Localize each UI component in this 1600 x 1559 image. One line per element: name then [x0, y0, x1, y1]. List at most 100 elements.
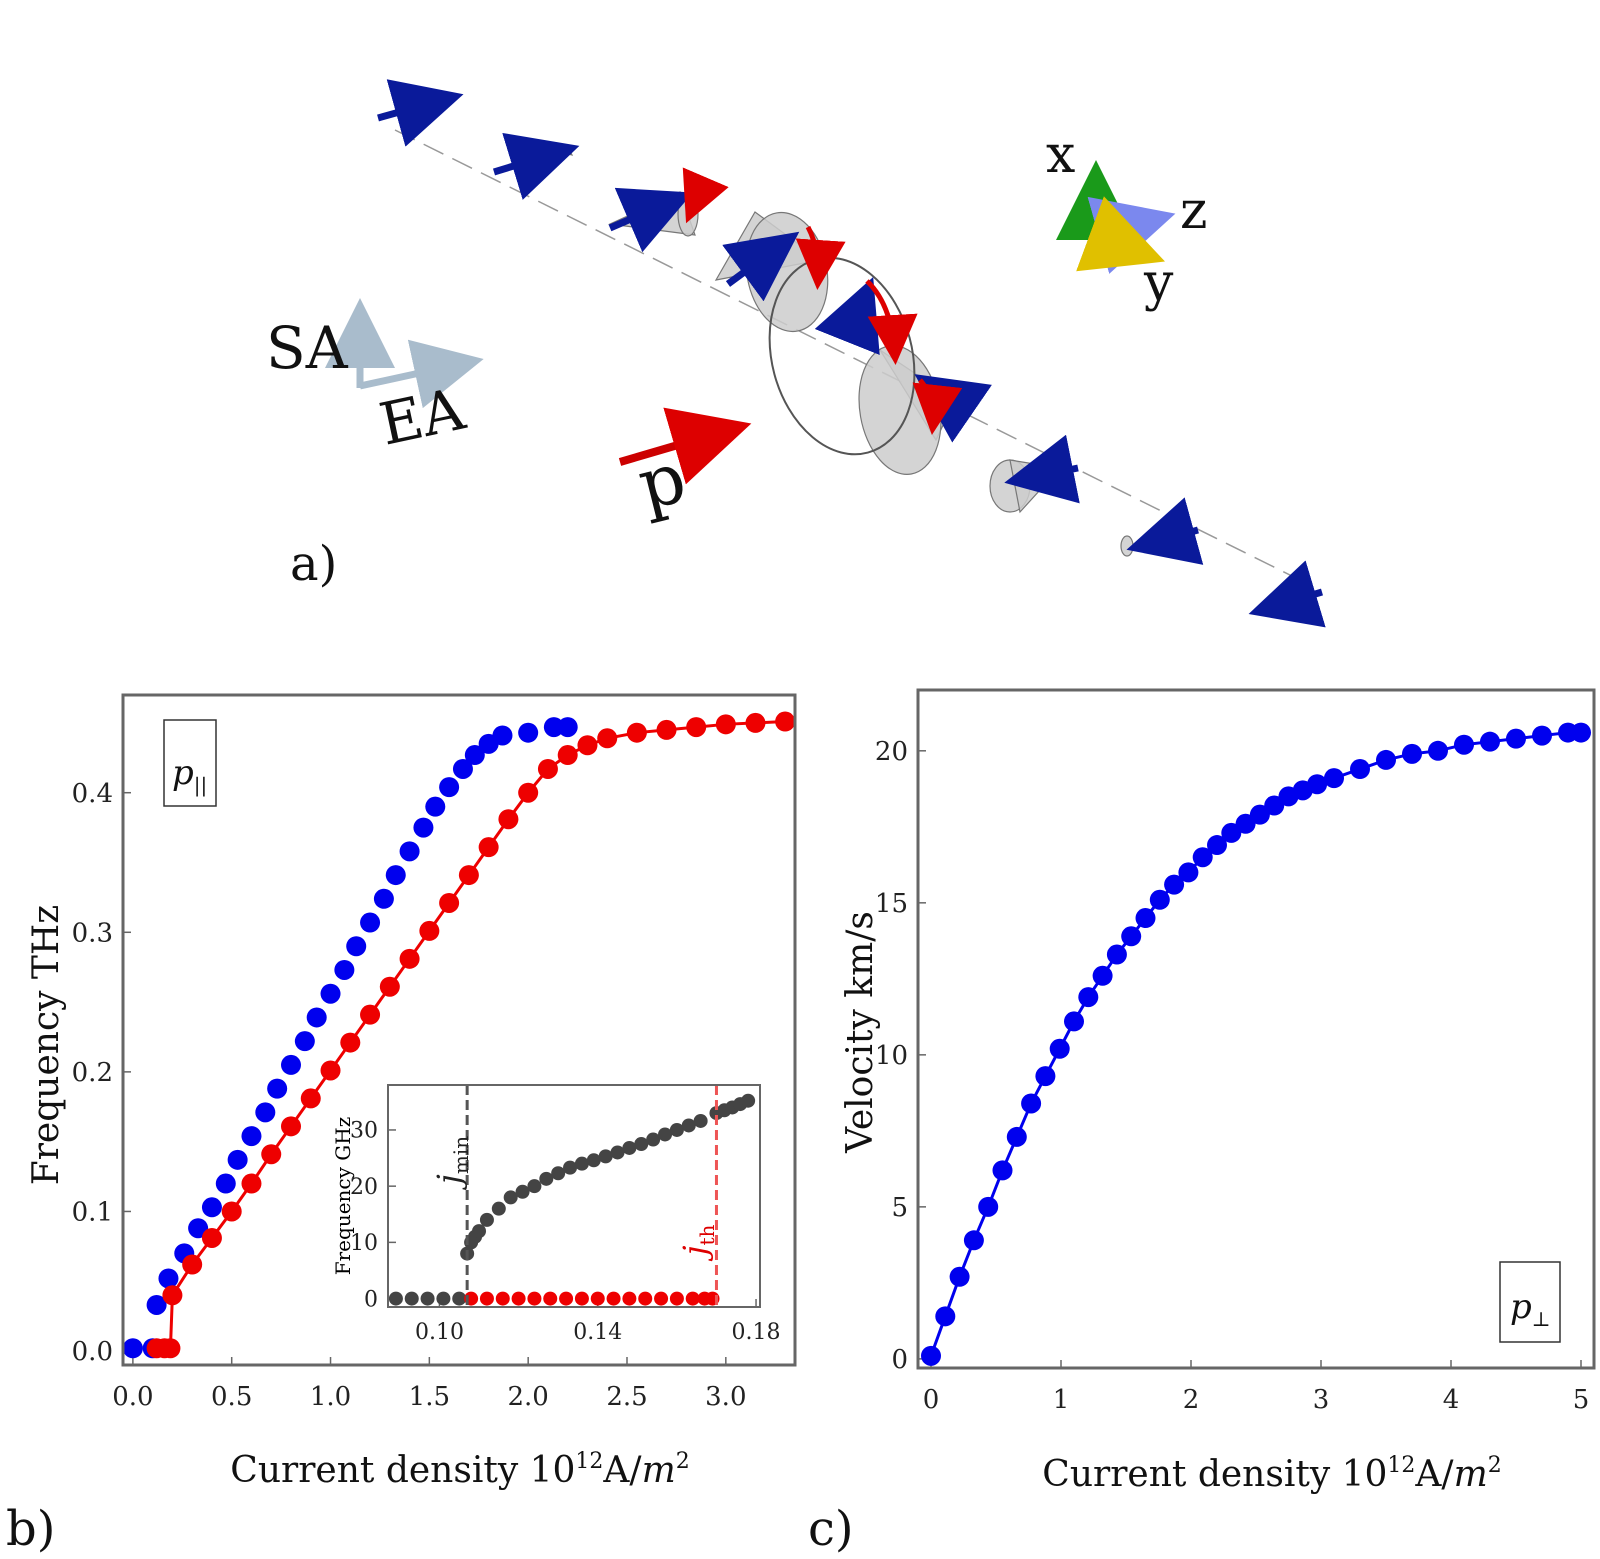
series-0-point: [733, 1097, 748, 1112]
series-0-point: [1571, 722, 1591, 743]
series-1-point: [320, 1060, 341, 1081]
series-0-point: [215, 1173, 236, 1194]
series-0-point: [306, 1007, 327, 1028]
y-tick-label: 15: [875, 889, 908, 919]
series-0-point: [1121, 926, 1142, 947]
series-0-point: [320, 983, 341, 1004]
series-0-point: [1532, 725, 1552, 746]
y-tick-label: 30: [350, 1119, 378, 1144]
series-0-point: [360, 912, 381, 933]
series-0-point: [1278, 786, 1299, 807]
p-perp-label: p⊥: [1510, 1287, 1551, 1331]
p-parallel-label: p||: [172, 753, 207, 798]
series-1-point: [622, 1291, 637, 1306]
series-0-point: [543, 717, 564, 738]
inset-background: [388, 1085, 760, 1307]
series-0-point: [1021, 1093, 1042, 1114]
chain-axis-line: [394, 129, 1301, 581]
series-1-point: [705, 1291, 720, 1306]
series-1-point: [511, 1291, 526, 1306]
series-0-point: [622, 1140, 637, 1155]
series-0-point: [1292, 780, 1313, 801]
series-0-point: [518, 722, 539, 743]
x-tick-label: 5: [1573, 1385, 1590, 1415]
series-0-point: [1249, 804, 1270, 825]
series-0-point: [420, 1291, 435, 1306]
series-1-point: [527, 1291, 542, 1306]
x-tick-label: 2.5: [606, 1382, 647, 1412]
axis-x-label: x: [1046, 125, 1075, 185]
series-1-point: [638, 1291, 653, 1306]
y-tick-label: 10: [875, 1041, 908, 1071]
series-1-fit-line: [156, 720, 786, 1350]
series-0-point: [669, 1122, 684, 1137]
series-0-point: [693, 1113, 708, 1128]
series-1-point: [537, 758, 558, 779]
sa-label: SA: [266, 314, 349, 382]
series-0-point: [515, 1184, 530, 1199]
series-0-fit-line: [929, 731, 1581, 1357]
ea-label: EA: [374, 374, 472, 458]
series-0-point: [146, 1294, 167, 1315]
series-1-point: [458, 865, 479, 886]
series-0-point: [1402, 743, 1422, 764]
series-0-point: [399, 841, 420, 862]
series-0-point: [1092, 965, 1113, 986]
panel-c-label: c): [808, 1501, 854, 1557]
series-1-point: [241, 1173, 262, 1194]
series-0-point: [557, 717, 578, 738]
series-0-point: [563, 1160, 578, 1175]
series-0-point: [1307, 774, 1328, 795]
series-1-point: [419, 920, 440, 941]
series-0-point: [413, 817, 434, 838]
series-1-point: [597, 728, 618, 749]
series-1-point: [182, 1254, 203, 1275]
series-0-point: [1149, 889, 1170, 910]
x-tick-label: 0.14: [573, 1320, 622, 1345]
series-1-point: [146, 1338, 167, 1359]
series-0-point: [227, 1149, 248, 1170]
series-0-point: [464, 1235, 479, 1250]
series-0-point: [158, 1268, 179, 1289]
panel-b-xlabel: Current density 1012A/m2: [230, 1449, 689, 1491]
x-tick-label: 2: [1183, 1385, 1200, 1415]
series-1-point: [656, 719, 677, 740]
series-0-point: [1376, 749, 1396, 770]
series-1-point: [221, 1201, 242, 1222]
x-tick-label: 0.0: [112, 1382, 153, 1412]
series-1-point: [697, 1291, 712, 1306]
series-1-point: [626, 722, 647, 743]
series-1-point: [715, 714, 736, 735]
panel-c-frame: [916, 688, 1596, 1370]
series-0-point: [436, 1291, 451, 1306]
axis-y-label: y: [1143, 253, 1174, 313]
series-0-point: [1078, 987, 1099, 1008]
series-0-point: [1264, 795, 1285, 816]
series-0-point: [741, 1093, 756, 1108]
series-1-point: [439, 892, 460, 913]
series-1-point: [498, 809, 519, 830]
y-tick-label: 0.1: [72, 1198, 113, 1228]
series-0-point: [479, 1212, 494, 1227]
series-1-point: [518, 782, 539, 803]
sa-ea-axes: [325, 298, 484, 409]
series-1-point: [464, 1291, 479, 1306]
x-tick-label: 0.5: [211, 1382, 252, 1412]
panel-c-xlabel: Current density 1012A/m2: [1042, 1453, 1501, 1495]
y-tick-label: 0: [364, 1287, 378, 1312]
series-0-point: [122, 1338, 143, 1359]
series-1-point: [686, 717, 707, 738]
series-0-point: [634, 1137, 649, 1152]
series-1-point: [360, 1004, 381, 1025]
x-tick-label: 1: [1053, 1385, 1070, 1415]
panel-b-ylabel: Frequency THz: [26, 905, 67, 1186]
series-0-point: [491, 1201, 506, 1216]
series-1-point: [201, 1227, 222, 1248]
panel-a-label: a): [290, 536, 337, 592]
series-0-point: [255, 1102, 276, 1123]
series-0-point: [503, 1190, 518, 1205]
panel-c-ylabel: Velocity km/s: [840, 911, 881, 1154]
series-0-point: [1350, 759, 1370, 780]
series-0-point: [346, 936, 367, 957]
x-tick-label: 0: [923, 1385, 940, 1415]
